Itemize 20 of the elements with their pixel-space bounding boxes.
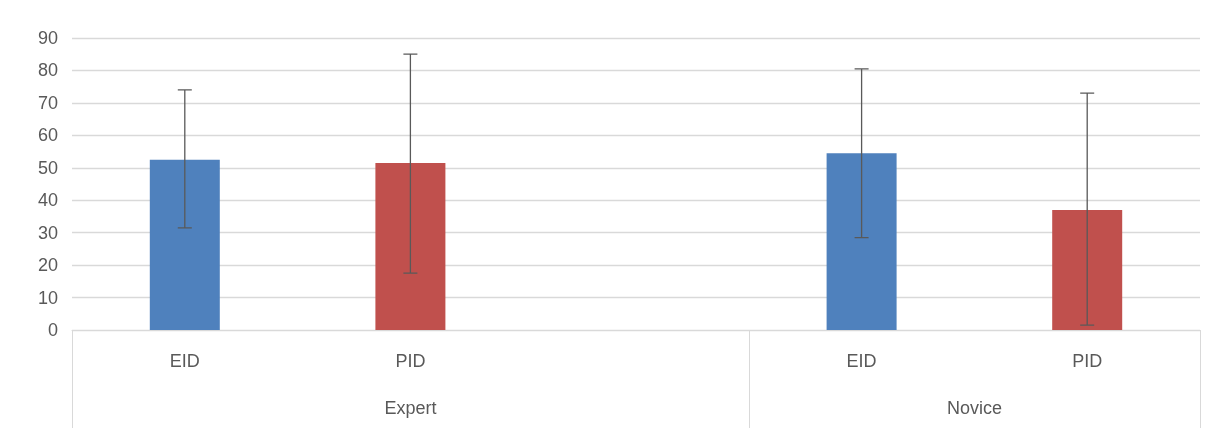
y-tick-label: 40 <box>37 190 58 211</box>
bar <box>149 159 220 330</box>
text: Expert <box>384 398 437 418</box>
x-tick-label: EID <box>846 351 877 371</box>
bar <box>1052 209 1123 330</box>
bar <box>375 162 446 330</box>
y-tick-label: 10 <box>37 287 58 308</box>
x-tick-label: PID <box>1072 351 1103 371</box>
y-tick-label: 60 <box>37 125 58 146</box>
bar <box>826 153 897 330</box>
y-tick-label: 30 <box>37 222 58 243</box>
text: Novice <box>946 398 1002 418</box>
y-tick-label: 90 <box>37 28 58 48</box>
y-tick-label: 0 <box>47 320 58 340</box>
x-tick-label: EID <box>169 351 200 371</box>
y-tick-label: 20 <box>37 255 58 276</box>
y-tick-label: 50 <box>37 157 58 178</box>
y-tick-label: 70 <box>37 92 58 113</box>
x-tick-label: PID <box>395 351 426 371</box>
y-tick-label: 80 <box>37 60 58 81</box>
